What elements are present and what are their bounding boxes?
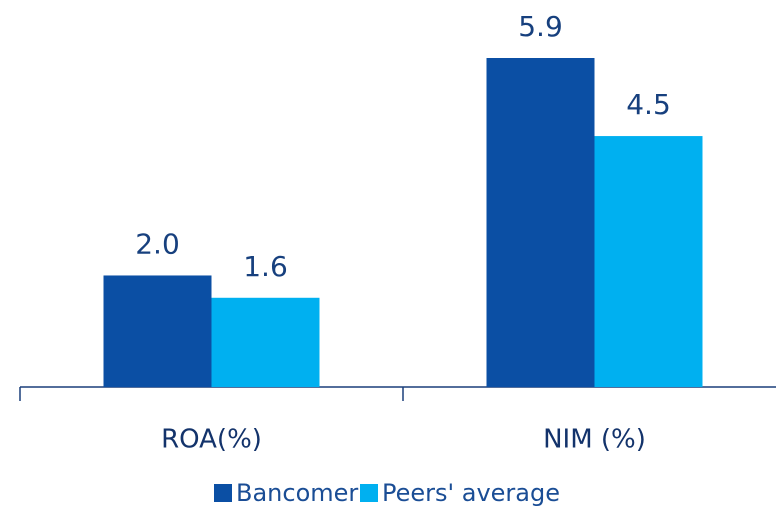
value-label: 4.5 (626, 88, 671, 121)
legend-swatch (360, 484, 378, 502)
legend-label: Bancomer (236, 479, 358, 507)
legend-label: Peers' average (382, 479, 560, 507)
bar (211, 297, 320, 387)
x-tick-label: ROA(%) (161, 425, 262, 455)
value-label: 1.6 (243, 250, 288, 283)
x-tick-label: NIM (%) (543, 425, 646, 455)
bar (594, 136, 703, 387)
value-label: 2.0 (135, 227, 180, 260)
bar (103, 275, 212, 387)
bar (486, 58, 595, 387)
value-label: 5.9 (518, 10, 563, 43)
legend-swatch (214, 484, 232, 502)
